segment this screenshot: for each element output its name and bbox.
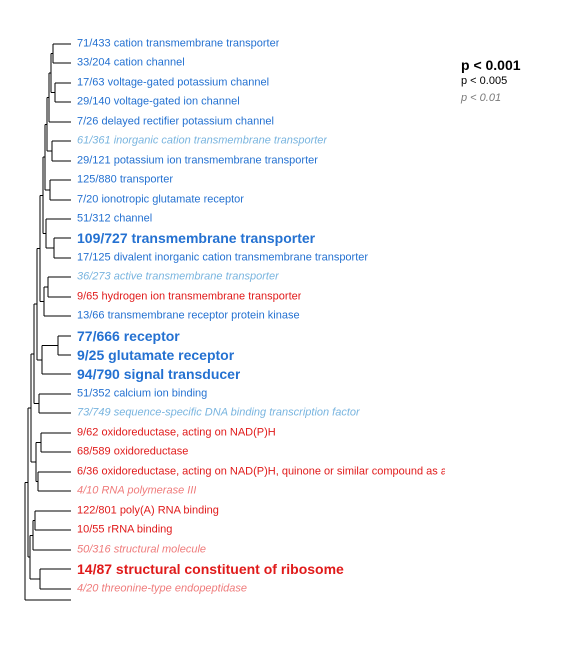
term-label: 7/26 delayed rectifier potassium channel	[77, 115, 274, 128]
term-label: 17/63 voltage-gated potassium channel	[77, 76, 270, 89]
term-label: 125/880 transporter	[77, 173, 174, 186]
term-label: 109/727 transmembrane transporter	[77, 229, 316, 246]
term-label: 33/204 cation channel	[77, 56, 185, 69]
term-label: 17/125 divalent inorganic cation transme…	[77, 251, 369, 264]
term-label: 68/589 oxidoreductase	[77, 445, 189, 458]
term-label: 29/140 voltage-gated ion channel	[77, 95, 240, 108]
term-label: 4/10 RNA polymerase III	[77, 484, 197, 497]
term-label: 94/790 signal transducer	[77, 365, 241, 382]
term-label: 71/433 cation transmembrane transporter	[77, 37, 280, 50]
term-label: 36/273 active transmembrane transporter	[77, 270, 279, 283]
term-label: 13/66 transmembrane receptor protein kin…	[77, 309, 300, 322]
term-label: 10/55 rRNA binding	[77, 523, 173, 536]
term-label: 29/121 potassium ion transmembrane trans…	[77, 154, 318, 167]
legend-mid: p < 0.005	[461, 75, 508, 87]
term-label: 50/316 structural molecule	[77, 543, 207, 556]
term-label: 6/36 oxidoreductase, acting on NAD(P)H, …	[77, 465, 445, 478]
legend-weak: p < 0.01	[461, 92, 502, 104]
term-label: 51/352 calcium ion binding	[77, 387, 208, 400]
term-label: 122/801 poly(A) RNA binding	[77, 504, 219, 517]
term-label: 9/62 oxidoreductase, acting on NAD(P)H	[77, 426, 276, 439]
term-label: 9/25 glutamate receptor	[77, 346, 235, 363]
term-label: 73/749 sequence-specific DNA binding tra…	[77, 406, 360, 419]
legend-strong: p < 0.001	[461, 57, 521, 73]
term-label: 14/87 structural constituent of ribosome	[77, 560, 344, 577]
significance-legend: p < 0.001 p < 0.005 p < 0.01	[461, 58, 521, 104]
term-label: 9/65 hydrogen ion transmembrane transpor…	[77, 290, 302, 303]
term-label: 7/20 ionotropic glutamate receptor	[77, 193, 244, 206]
term-label: 4/20 threonine-type endopeptidase	[77, 582, 248, 595]
term-label: 77/666 receptor	[77, 327, 180, 344]
term-label: 61/361 inorganic cation transmembrane tr…	[77, 134, 328, 147]
term-label: 51/312 channel	[77, 212, 153, 225]
